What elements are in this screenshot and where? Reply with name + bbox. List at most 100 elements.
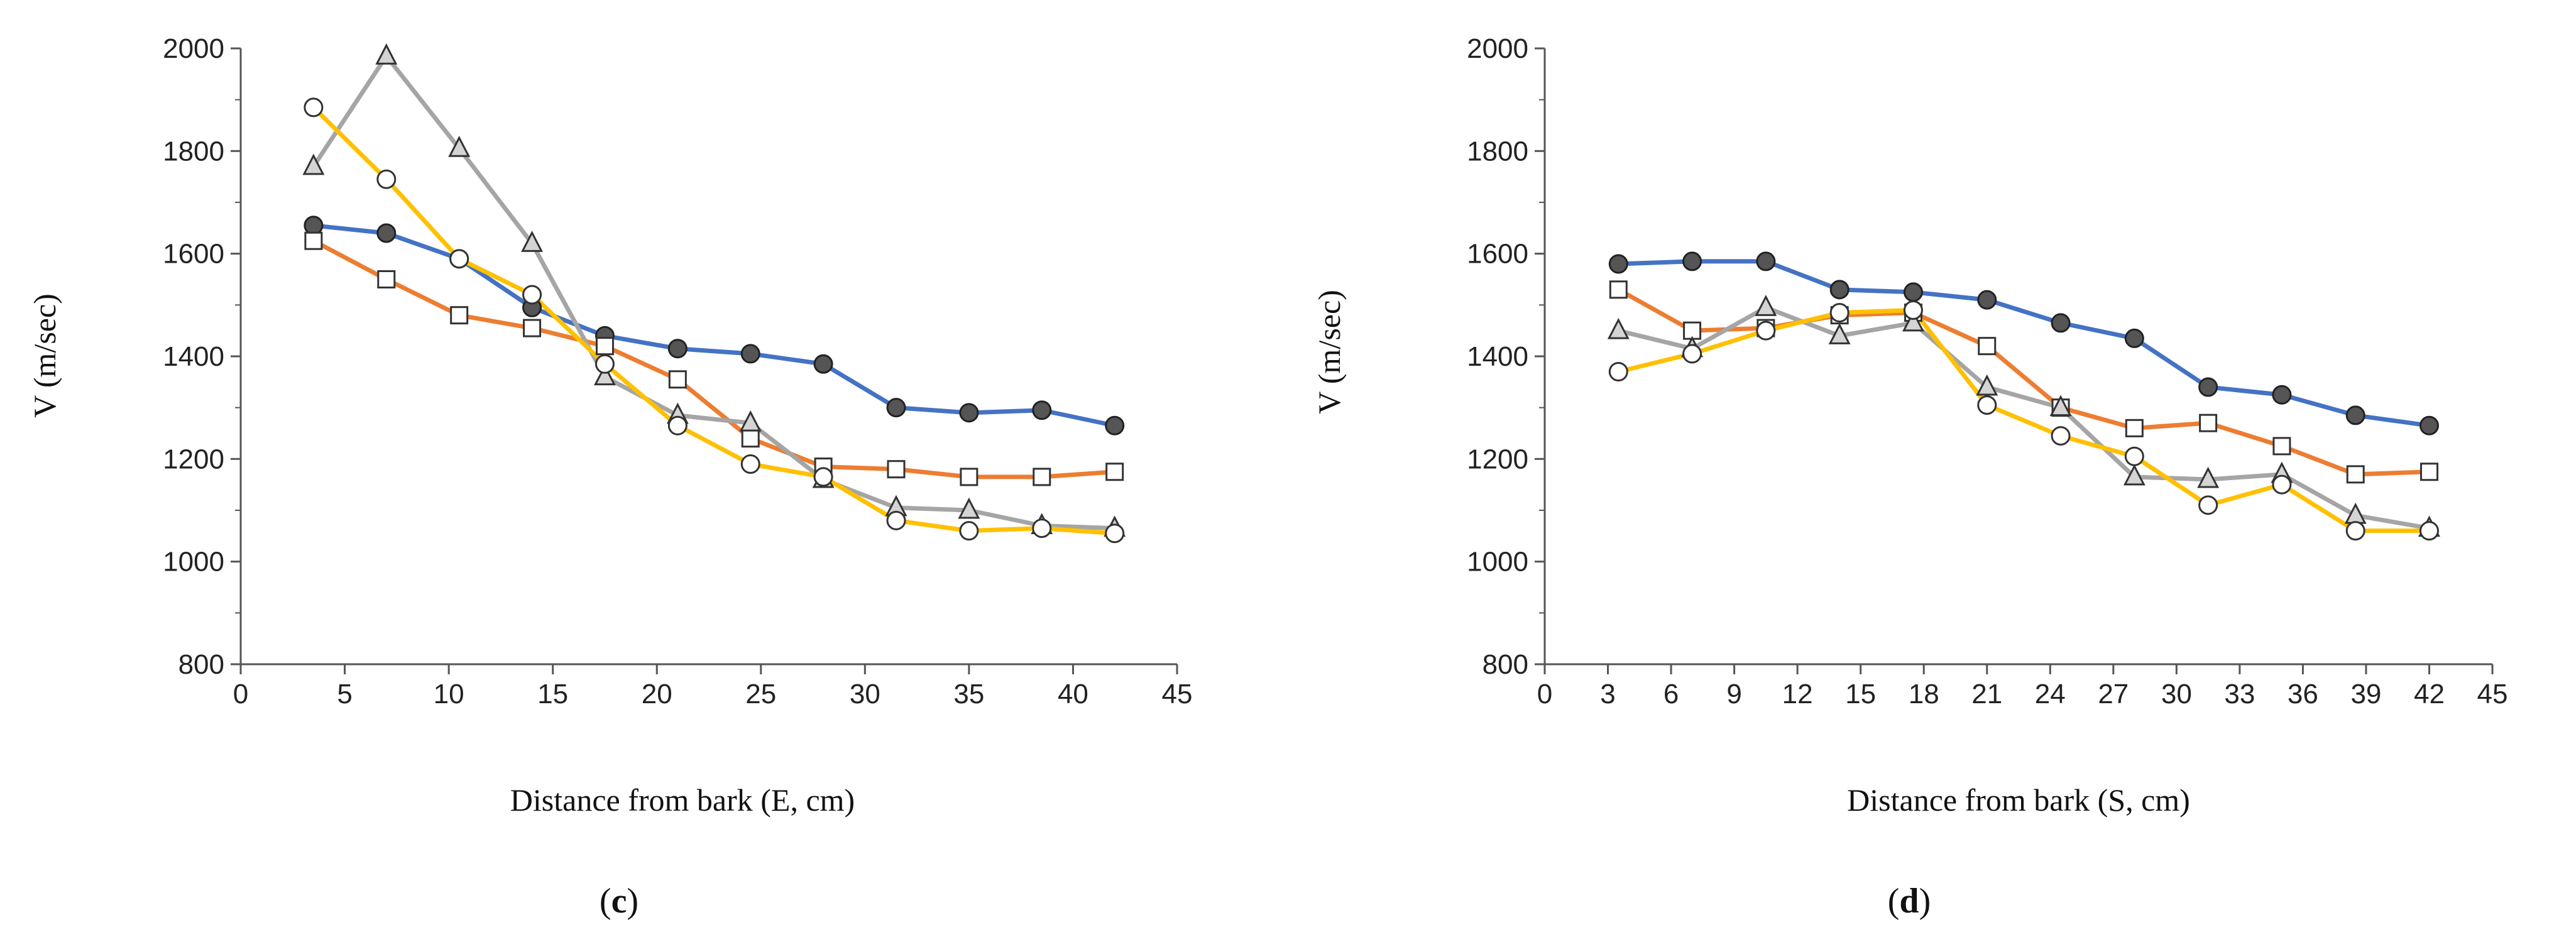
x-tick-label: 45 [2477,679,2508,709]
y-tick-label: 1800 [1467,136,1528,167]
x-tick-label: 40 [1058,679,1088,709]
series-line-filled-circle [1618,259,2430,428]
chart-panel-c: V (m/sec) Distance from bark (E, cm) (c)… [27,33,1192,921]
data-point-filled-circle [959,403,979,423]
series-line-open-circle [312,106,1115,536]
panel-label: (c) [600,882,639,921]
x-tick-label: 10 [434,679,464,709]
data-point-open-circle [304,97,324,118]
data-point-filled-circle [1032,400,1052,420]
series-line-square [312,239,1115,479]
data-point-filled-circle [2345,405,2365,425]
x-tick-label: 18 [1909,679,1939,709]
x-tick-label: 21 [1971,679,2002,709]
y-tick-label: 2000 [163,33,224,64]
y-tick-label: 1600 [163,239,224,270]
data-point-square [2420,463,2438,481]
x-tick-label: 0 [233,679,248,709]
x-tick-label: 35 [953,679,984,709]
data-point-triangle [593,364,616,386]
data-point-square [1609,280,1628,299]
data-point-triangle [302,153,325,175]
x-tick-label: 3 [1600,679,1615,709]
x-axis-label: Distance from bark (S, cm) [1847,782,2190,818]
data-point-square [304,231,323,250]
data-point-open-circle [2272,474,2292,495]
data-point-filled-circle [2272,385,2292,405]
x-tick-label: 15 [1845,679,1876,709]
y-tick-label: 800 [178,649,224,680]
data-point-open-circle [1903,300,1923,320]
series-line-triangle [1618,305,2430,531]
data-point-filled-circle [740,344,760,364]
y-tick-label: 2000 [1467,33,1528,64]
x-tick-label: 45 [1162,679,1193,709]
data-point-open-circle [813,467,833,487]
x-tick-label: 15 [537,679,568,709]
data-point-square [887,460,906,479]
data-point-square [960,468,978,486]
data-point-square [2199,413,2218,432]
x-tick-label: 20 [642,679,672,709]
y-tick-label: 1000 [1467,547,1528,578]
data-point-filled-circle [2051,313,2071,333]
data-point-filled-circle [813,354,833,374]
data-point-triangle [1607,317,1630,339]
data-point-filled-circle [2198,377,2218,397]
data-point-filled-circle [2124,328,2144,348]
x-tick-label: 30 [850,679,880,709]
x-tick-label: 9 [1726,679,1741,709]
y-tick-label: 1200 [163,444,224,474]
data-point-filled-circle [1105,415,1125,435]
data-point-open-circle [886,510,906,530]
data-point-triangle [2049,395,2072,417]
data-point-triangle [1976,374,1998,396]
x-tick-label: 25 [745,679,776,709]
x-tick-label: 30 [2161,679,2192,709]
data-point-filled-circle [1829,280,1850,300]
data-point-open-circle [1032,518,1052,539]
chart-panel-d: V (m/sec) Distance from bark (S, cm) (d)… [1312,33,2507,921]
data-point-open-circle [2419,521,2439,541]
data-point-square [1033,468,1051,486]
y-axis-label: V (m/sec) [27,293,62,418]
data-point-square [2125,419,2144,437]
data-point-triangle [1828,323,1851,344]
x-tick-label: 27 [2098,679,2129,709]
x-axis-label: Distance from bark (E, cm) [510,782,855,818]
series-line-triangle [311,53,1115,531]
data-point-filled-circle [886,398,906,418]
data-point-square [523,319,542,337]
x-tick-label: 5 [337,679,352,709]
data-point-open-circle [667,415,688,435]
y-tick-label: 1000 [163,547,224,578]
data-point-square [741,429,760,448]
y-axis-label: V (m/sec) [1312,290,1347,414]
y-tick-label: 1400 [1467,341,1528,372]
y-tick-label: 1400 [163,341,224,372]
data-point-filled-circle [1756,251,1776,271]
data-point-triangle [2123,464,2146,486]
data-point-triangle [958,497,980,519]
x-tick-label: 42 [2414,679,2445,709]
data-point-open-circle [1682,344,1702,364]
data-point-square [595,337,614,356]
data-point-filled-circle [1977,290,1997,310]
data-point-open-circle [1608,362,1628,381]
data-point-filled-circle [1682,251,1702,271]
y-tick-label: 800 [1483,649,1528,680]
y-tick-label: 1600 [1467,239,1528,270]
data-point-open-circle [2124,446,2144,466]
data-point-open-circle [2051,426,2071,446]
series-line-open-circle [1618,308,2430,534]
x-tick-label: 6 [1663,679,1679,709]
y-tick-label: 1200 [1467,444,1528,474]
data-point-open-circle [1977,395,1997,415]
data-point-open-circle [959,521,979,541]
data-point-filled-circle [304,216,324,236]
y-tick-label: 1800 [163,136,224,167]
data-point-triangle [1755,295,1777,316]
x-tick-label: 0 [1537,679,1552,709]
data-point-square [1105,463,1124,481]
